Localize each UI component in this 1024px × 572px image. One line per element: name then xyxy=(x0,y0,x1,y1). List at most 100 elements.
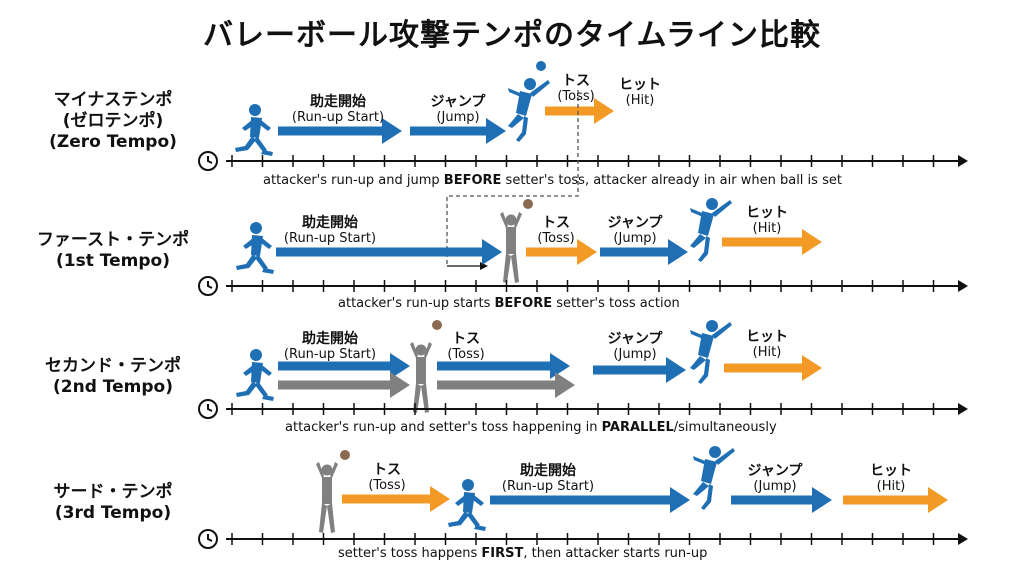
toss-label-jp: トス xyxy=(373,462,401,478)
tempo-row-label-line: (1st Tempo) xyxy=(56,251,170,271)
tempo-caption-em: FIRST xyxy=(481,546,524,561)
tempo-caption-em: BEFORE xyxy=(443,173,502,188)
tempo-caption-pre: attacker's run-up starts xyxy=(338,296,495,311)
tempo-caption: attacker's run-up starts BEFORE setter's… xyxy=(338,296,680,311)
runup-label-en: (Run-up Start) xyxy=(283,231,377,246)
hit-label-jp: ヒット xyxy=(619,77,661,93)
tempo-row-label-line: ファースト・テンポ xyxy=(36,230,190,250)
hit-arrow xyxy=(843,487,948,513)
tempo-row-label-line: マイナステンポ xyxy=(53,90,173,110)
jump-label: ジャンプ (Jump) xyxy=(555,331,715,363)
tempo-row-label-line: (Zero Tempo) xyxy=(49,132,177,152)
hit-label: ヒット (Hit) xyxy=(560,77,720,109)
toss-arrow xyxy=(342,486,450,512)
timeline-axis-head xyxy=(958,155,968,167)
parallel-arrow xyxy=(437,372,575,398)
clock-icon-hands xyxy=(207,534,213,542)
toss-arrow xyxy=(526,239,597,265)
tempo-caption-em: BEFORE xyxy=(494,296,553,311)
runup-label-en: (Run-up Start) xyxy=(501,479,595,494)
hit-arrow xyxy=(724,355,822,381)
hit-label-jp: ヒット xyxy=(746,329,788,345)
runup-label-jp: 助走開始 xyxy=(302,331,358,347)
tempo-caption-post: setter's toss, attacker already in air w… xyxy=(501,173,842,188)
tempo-row-label-line: セカンド・テンポ xyxy=(45,356,181,376)
timeline-axis-head xyxy=(958,403,968,415)
runup-arrow xyxy=(278,118,402,144)
dashed-connector xyxy=(446,90,579,266)
tempo-caption: attacker's run-up and setter's toss happ… xyxy=(285,420,777,435)
hit-label: ヒット (Hit) xyxy=(687,329,847,361)
hit-label-en: (Hit) xyxy=(752,221,782,236)
ball-icon xyxy=(523,199,533,209)
tempo-row-label-line: (3rd Tempo) xyxy=(54,503,172,523)
jump-arrow xyxy=(593,357,686,383)
toss-label: トス (Toss) xyxy=(496,73,656,105)
runup-label-en: (Run-up Start) xyxy=(283,347,377,362)
toss-arrow xyxy=(545,98,614,124)
hit-label-en: (Hit) xyxy=(625,93,655,108)
tempo-row-label-line: サード・テンポ xyxy=(53,482,173,502)
tempo-row-label: マイナステンポ (ゼロテンポ) (Zero Tempo) xyxy=(18,90,208,153)
jump-label-en: (Jump) xyxy=(613,231,657,246)
ball-icon xyxy=(536,61,546,71)
toss-label: トス (Toss) xyxy=(307,462,467,494)
runup-label-jp: 助走開始 xyxy=(520,463,576,479)
toss-label-en: (Toss) xyxy=(368,478,406,493)
tempo-caption: attacker's run-up and jump BEFORE setter… xyxy=(263,173,842,188)
tempo-caption-em: PARALLEL xyxy=(601,420,674,435)
runup-arrow xyxy=(437,353,570,379)
tempo-row-label-line: (ゼロテンポ) xyxy=(62,111,164,131)
page-title: バレーボール攻撃テンポのタイムライン比較 xyxy=(203,18,821,53)
ball-icon xyxy=(432,320,442,330)
runup-label: 助走開始 (Run-up Start) xyxy=(258,94,418,126)
jump-arrow xyxy=(600,239,688,265)
toss-label-en: (Toss) xyxy=(537,231,575,246)
tempo-caption-pre: attacker's run-up and setter's toss happ… xyxy=(285,420,602,435)
hit-label: ヒット (Hit) xyxy=(687,205,847,237)
hit-label-jp: ヒット xyxy=(870,463,912,479)
clock-icon-hands xyxy=(207,156,213,164)
jump-arrow xyxy=(731,487,832,513)
runup-label: 助走開始 (Run-up Start) xyxy=(250,331,410,363)
tempo-row-label: セカンド・テンポ (2nd Tempo) xyxy=(18,356,208,398)
toss-label-en: (Toss) xyxy=(557,89,595,104)
runup-label-jp: 助走開始 xyxy=(310,94,366,110)
jump-label: ジャンプ (Jump) xyxy=(695,463,855,495)
tempo-row-label-line: (2nd Tempo) xyxy=(53,377,173,397)
timeline-axis-head xyxy=(958,533,968,545)
hit-arrow xyxy=(722,229,822,255)
runup-arrow xyxy=(276,239,502,265)
runup-arrow xyxy=(490,487,690,513)
toss-label-en: (Toss) xyxy=(447,347,485,362)
jump-label: ジャンプ (Jump) xyxy=(555,215,715,247)
toss-label: トス (Toss) xyxy=(476,215,636,247)
toss-label: トス (Toss) xyxy=(386,331,546,363)
clock-icon-hands xyxy=(207,404,213,412)
ball-icon xyxy=(340,450,350,460)
toss-label-jp: トス xyxy=(562,73,590,89)
jump-label: ジャンプ (Jump) xyxy=(378,94,538,126)
runup-label-en: (Run-up Start) xyxy=(291,110,385,125)
jump-label-en: (Jump) xyxy=(436,110,480,125)
jump-label-jp: ジャンプ xyxy=(747,463,803,479)
hit-label: ヒット (Hit) xyxy=(811,463,971,495)
tempo-row-label: サード・テンポ (3rd Tempo) xyxy=(18,482,208,524)
runup-label: 助走開始 (Run-up Start) xyxy=(250,215,410,247)
jump-label-jp: ジャンプ xyxy=(607,215,663,231)
tempo-row-label: ファースト・テンポ (1st Tempo) xyxy=(18,230,208,272)
tempo-caption: setter's toss happens FIRST, then attack… xyxy=(338,546,707,561)
runup-arrow xyxy=(278,353,410,379)
clock-icon-hands xyxy=(207,281,213,289)
toss-label-jp: トス xyxy=(542,215,570,231)
jump-label-en: (Jump) xyxy=(613,347,657,362)
parallel-arrow xyxy=(278,372,410,398)
hit-label-en: (Hit) xyxy=(752,345,782,360)
tempo-caption-post: , then attacker starts run-up xyxy=(523,546,708,561)
jump-label-en: (Jump) xyxy=(753,479,797,494)
jump-label-jp: ジャンプ xyxy=(607,331,663,347)
jump-label-jp: ジャンプ xyxy=(430,94,486,110)
timeline-axis-head xyxy=(958,280,968,292)
